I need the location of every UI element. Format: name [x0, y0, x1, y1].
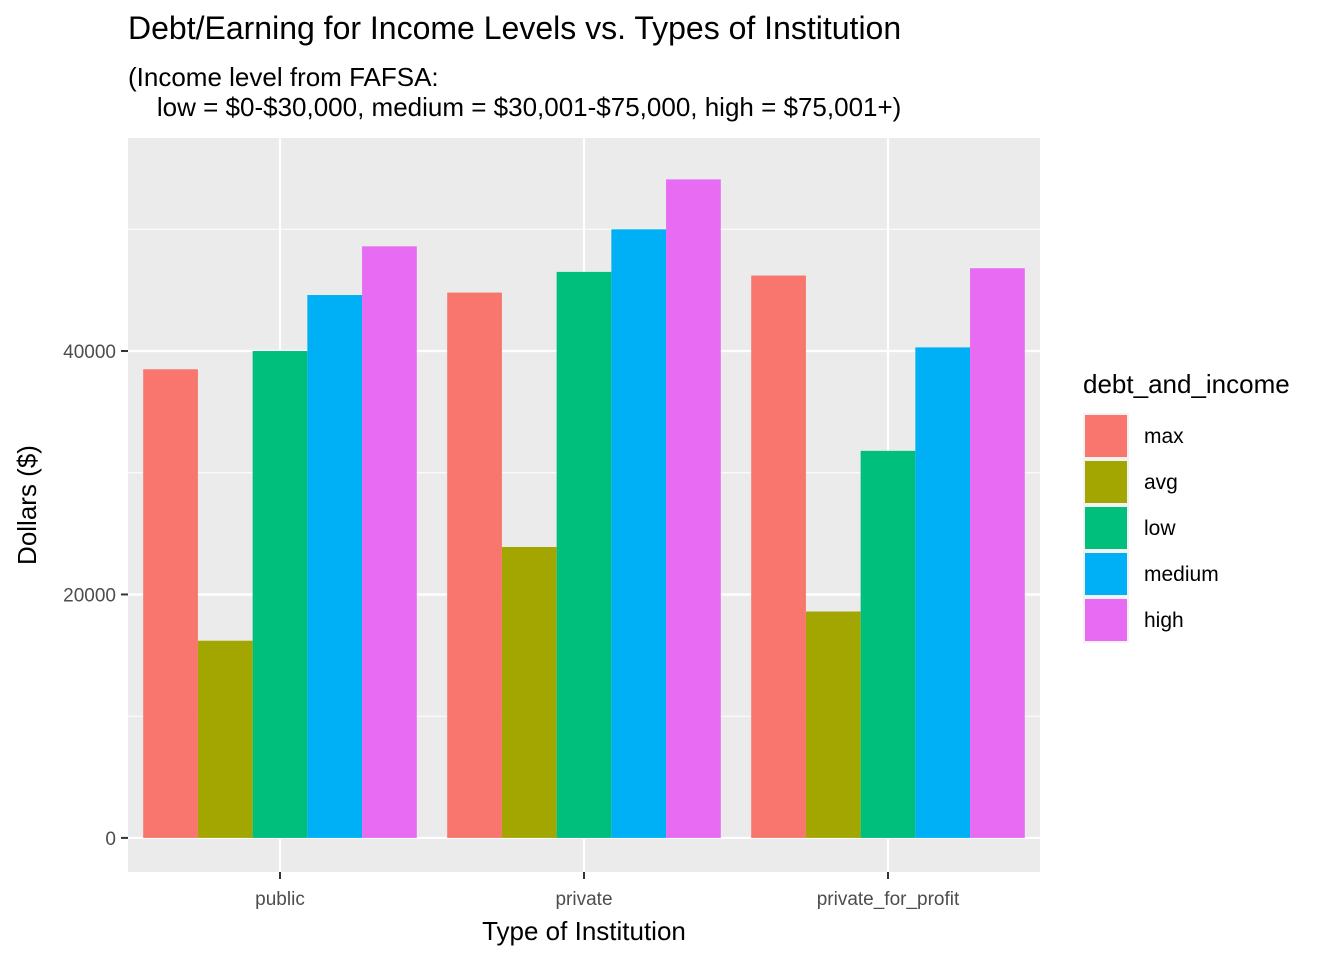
- legend-swatch-max: [1085, 415, 1127, 457]
- legend-label-medium: medium: [1144, 563, 1219, 586]
- bar-max-private: [447, 292, 502, 838]
- chart-subtitle: (Income level from FAFSA: low = $0-$30,0…: [128, 62, 902, 122]
- y-tick-label: 20000: [63, 585, 116, 606]
- bar-medium-public: [307, 295, 363, 838]
- bars: [143, 179, 1025, 838]
- x-axis-title: Type of Institution: [482, 916, 686, 946]
- legend-swatch-high: [1085, 599, 1127, 641]
- bar-medium-private: [611, 229, 667, 838]
- legend-title: debt_and_income: [1083, 369, 1290, 399]
- bar-high-private: [666, 179, 721, 838]
- x-tick-label: private: [555, 889, 612, 910]
- bar-high-public: [362, 246, 417, 838]
- x-tick-label: private_for_profit: [817, 889, 960, 910]
- chart-title: Debt/Earning for Income Levels vs. Types…: [128, 10, 902, 46]
- bar-low-private: [556, 271, 612, 838]
- bar-low-private_for_profit: [860, 450, 916, 838]
- legend-swatch-medium: [1085, 553, 1127, 595]
- legend-swatch-avg: [1085, 461, 1127, 503]
- bar-medium-private_for_profit: [915, 347, 971, 838]
- legend-swatch-low: [1085, 507, 1127, 549]
- legend: debt_and_income max avg low medium high: [1083, 369, 1290, 643]
- bar-avg-private: [501, 546, 557, 838]
- x-tick-label: public: [255, 889, 305, 910]
- legend-label-high: high: [1144, 609, 1184, 632]
- y-axis-title: Dollars ($): [12, 445, 42, 565]
- bar-low-public: [252, 351, 308, 838]
- bar-avg-private_for_profit: [805, 611, 861, 838]
- y-tick-label: 40000: [63, 342, 116, 363]
- bar-avg-public: [197, 640, 253, 838]
- legend-label-max: max: [1144, 425, 1184, 448]
- legend-label-low: low: [1144, 517, 1176, 540]
- bar-high-private_for_profit: [970, 268, 1025, 838]
- bar-max-public: [143, 369, 198, 838]
- legend-label-avg: avg: [1144, 471, 1178, 494]
- bar-max-private_for_profit: [751, 275, 806, 838]
- y-axis: 0 20000 40000: [63, 342, 128, 850]
- y-tick-label: 0: [105, 829, 116, 850]
- x-axis: public private private_for_profit: [255, 872, 960, 910]
